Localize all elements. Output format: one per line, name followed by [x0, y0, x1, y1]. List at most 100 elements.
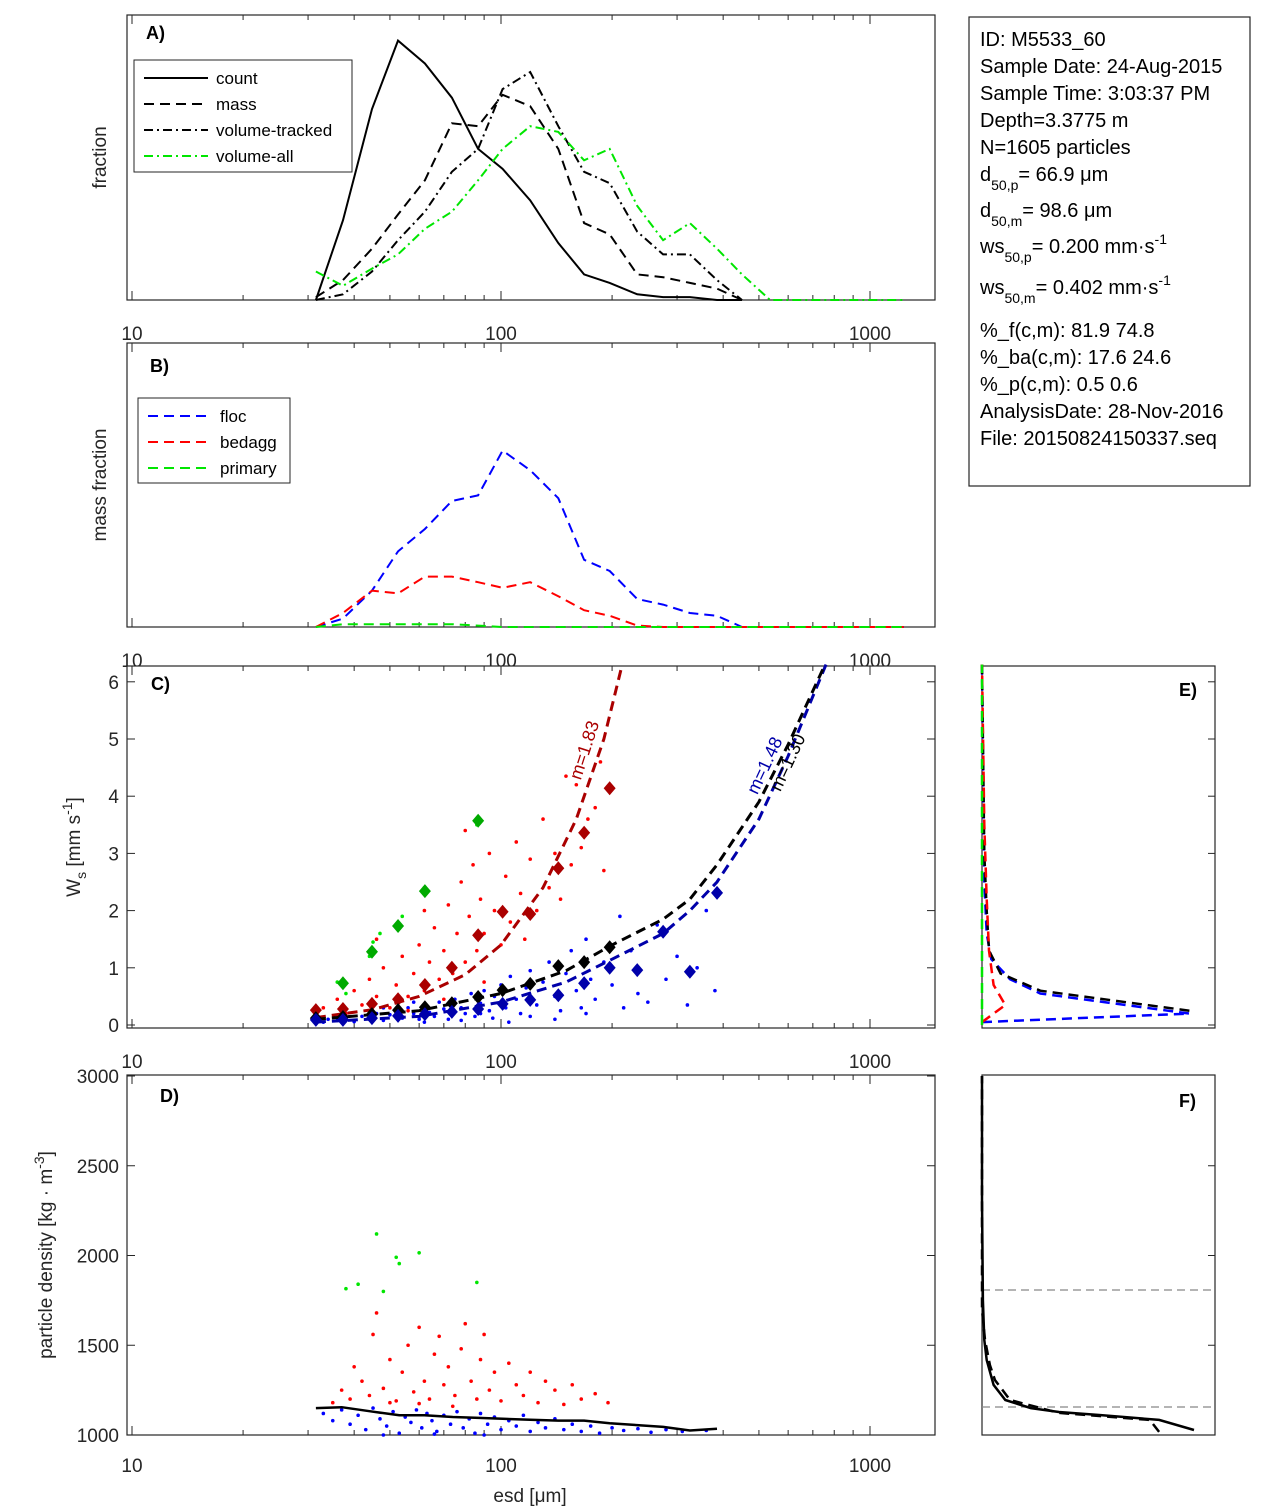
- y-label-close: ]: [36, 1151, 57, 1156]
- scatter-point-bedagg: [558, 897, 563, 901]
- scatter-point-floc: [593, 997, 597, 1002]
- scatter-point-floc: [597, 1431, 602, 1436]
- scatter-point-bedagg: [475, 1397, 479, 1401]
- scatter-point-bedagg: [579, 845, 584, 850]
- scatter-point-bedagg: [564, 774, 568, 778]
- scatter-point-bedagg: [367, 1393, 372, 1398]
- panel-label: D): [160, 1086, 179, 1106]
- scatter-point-bedagg: [606, 1400, 610, 1405]
- bin-mean-diamond: [445, 1004, 458, 1019]
- scatter-point-bedagg: [543, 1379, 548, 1383]
- scatter-point-floc: [321, 1411, 326, 1416]
- scatter-point-floc: [584, 1011, 588, 1016]
- scatter-point-bedagg: [453, 1393, 457, 1398]
- info-text: File: 20150824150337.seq: [980, 428, 1217, 450]
- series-line-volume-all: [315, 125, 904, 301]
- bin-mean-diamond: [365, 1011, 378, 1026]
- scatter-point-floc: [363, 1427, 368, 1432]
- fit-line: [315, 664, 624, 1020]
- scatter-point-bedagg: [446, 1364, 451, 1369]
- y-tick-label: 2000: [77, 1247, 119, 1268]
- scatter-point-primary: [378, 931, 382, 936]
- scatter-point-floc: [455, 1409, 459, 1414]
- scatter-point-floc: [487, 1008, 492, 1013]
- scatter-point-bedagg: [463, 1321, 468, 1326]
- scatter-point-bedagg: [536, 1400, 540, 1405]
- scatter-point-floc: [422, 1020, 427, 1024]
- info-line: ws50,p= 0.200 mm·s-1: [979, 231, 1167, 265]
- scatter-point-bedagg: [367, 977, 372, 982]
- info-line: File: 20150824150337.seq: [980, 428, 1217, 450]
- bin-mean-diamond: [683, 964, 696, 979]
- scatter-point-floc: [419, 1426, 424, 1430]
- scatter-point-bedagg: [478, 897, 483, 901]
- scatter-point-bedagg: [388, 1400, 392, 1405]
- bin-mean-diamond: [418, 1007, 431, 1022]
- scatter-point-bedagg: [553, 1388, 557, 1392]
- scatter-point-floc: [397, 1431, 402, 1436]
- scatter-point-bedagg: [437, 1334, 441, 1339]
- scatter-point-bedagg: [381, 966, 386, 970]
- bin-mean-diamond: [336, 1001, 349, 1016]
- scatter-point-bedagg: [321, 1006, 326, 1010]
- scatter-point-primary: [397, 1261, 402, 1266]
- scatter-point-bedagg: [442, 948, 446, 953]
- y-tick-label: 1500: [77, 1336, 119, 1357]
- y-tick-label: 2: [108, 902, 119, 923]
- info-text: %_p(c,m): 0.5 0.6: [980, 374, 1138, 396]
- scatter-point-floc: [499, 1427, 503, 1432]
- legend-label: count: [216, 69, 258, 88]
- scatter-point-primary: [344, 1286, 348, 1291]
- scatter-point-bedagg: [475, 948, 479, 953]
- scatter-point-bedagg: [503, 874, 508, 879]
- scatter-point-bedagg: [482, 1332, 486, 1337]
- bin-mean-diamond: [631, 963, 644, 978]
- info-line: %_ba(c,m): 17.6 24.6: [980, 347, 1171, 369]
- y-axis-label: fraction: [90, 126, 111, 188]
- y-axis-label: Ws [mm s-1]: [59, 797, 89, 897]
- scatter-point-floc: [384, 1424, 389, 1428]
- info-text: ws: [979, 236, 1004, 258]
- scatter-point-bedagg: [463, 828, 468, 833]
- bin-mean-diamond: [578, 825, 591, 840]
- scatter-point-floc: [461, 1426, 466, 1430]
- scatter-point-floc: [448, 1422, 453, 1427]
- info-superscript: -1: [1155, 231, 1168, 247]
- y-tick-label: 5: [108, 730, 119, 751]
- scatter-point-bedagg: [478, 1357, 483, 1362]
- scatter-point-floc: [543, 1426, 548, 1430]
- scatter-point-bedagg: [492, 1370, 497, 1374]
- profile-line: [980, 664, 1190, 1012]
- scatter-point-floc: [562, 1427, 566, 1432]
- y-tick-label: 2500: [77, 1157, 119, 1178]
- scatter-point-bedagg: [388, 1006, 392, 1010]
- scatter-point-primary: [381, 1289, 386, 1294]
- scatter-point-bedagg: [562, 1402, 566, 1407]
- info-text: N=1605 particles: [980, 137, 1131, 159]
- scatter-point-floc: [675, 954, 679, 959]
- scatter-point-bedagg: [467, 914, 471, 919]
- info-subscript: 50,m: [1004, 290, 1035, 306]
- scatter-point-floc: [528, 1429, 533, 1434]
- bin-mean-diamond: [524, 992, 537, 1007]
- bin-mean-diamond: [552, 959, 565, 974]
- scatter-point-floc: [713, 988, 717, 993]
- x-tick-label: 1000: [849, 1052, 891, 1073]
- info-value: = 66.9 μm: [1018, 164, 1108, 186]
- scatter-point-floc: [584, 937, 588, 941]
- scatter-point-bedagg: [547, 885, 551, 890]
- scatter-point-floc: [646, 1000, 650, 1004]
- legend-label: primary: [220, 459, 277, 478]
- x-tick-label: 10: [121, 324, 142, 345]
- scatter-point-bedagg: [446, 903, 451, 907]
- bin-mean-diamond: [392, 919, 405, 934]
- scatter-point-floc: [610, 1426, 614, 1430]
- scatter-point-bedagg: [442, 1382, 446, 1387]
- scatter-point-bedagg: [499, 1399, 503, 1403]
- bin-mean-diamond: [418, 977, 431, 992]
- y-tick-label: 1: [108, 959, 119, 980]
- scatter-point-bedagg: [406, 994, 410, 999]
- profile-line: [980, 664, 1007, 1024]
- scatter-point-floc: [391, 1409, 395, 1414]
